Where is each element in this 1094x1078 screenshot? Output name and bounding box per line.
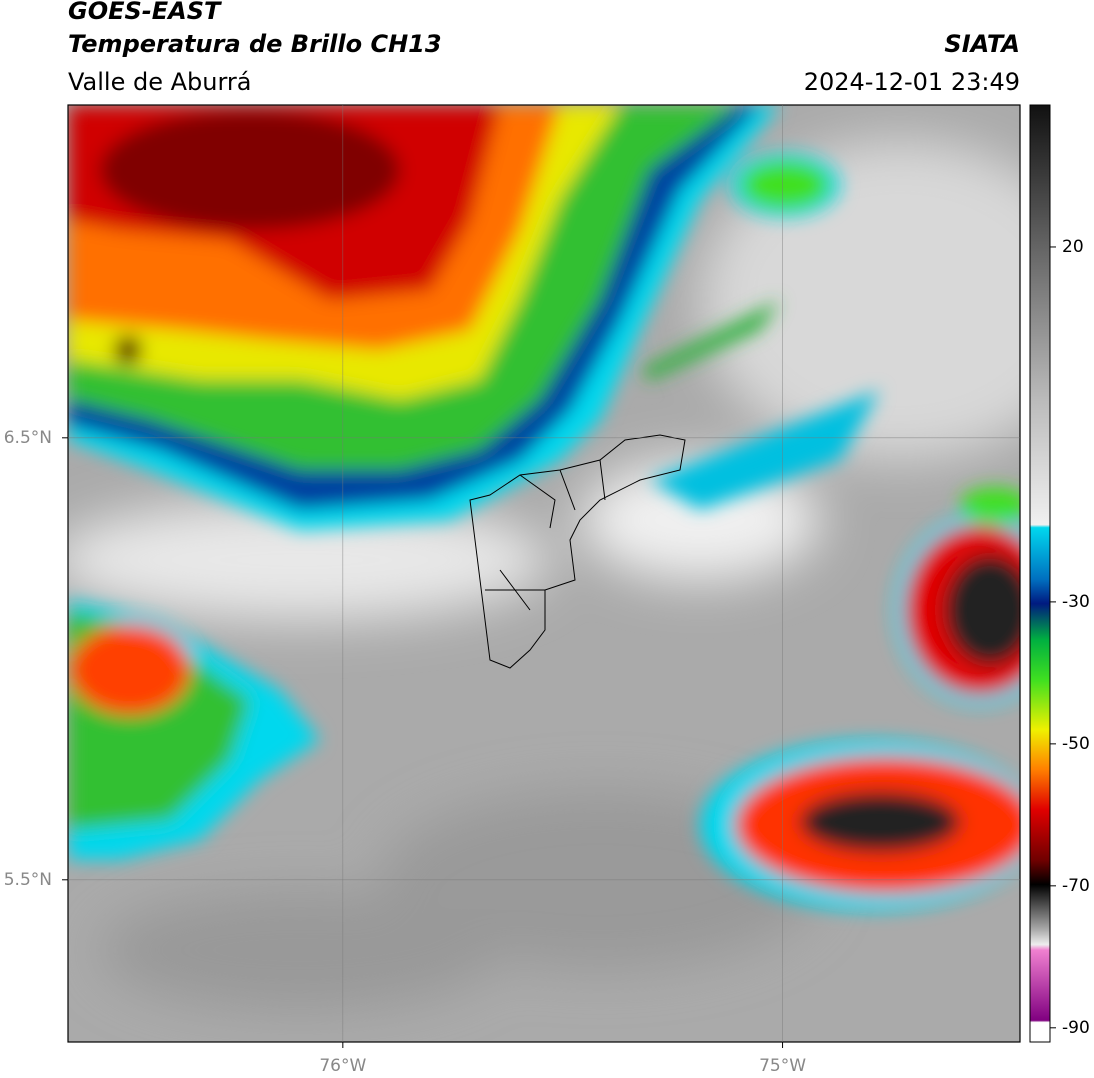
colorbar-tick-label: -50 <box>1062 734 1090 754</box>
timestamp: 2024-12-01 23:49 <box>804 68 1020 96</box>
colorbar-tick-label: -90 <box>1062 1018 1090 1038</box>
colorbar-tick-label: -30 <box>1062 592 1090 612</box>
region: Valle de Aburrá <box>68 68 252 96</box>
source: SIATA <box>944 30 1020 58</box>
x-tick-label: 75°W <box>759 1056 806 1076</box>
colorbar-tick-label: 20 <box>1062 237 1084 257</box>
y-tick-label: 6.5°N <box>4 428 52 448</box>
satellite-image <box>68 105 1020 1042</box>
y-tick-label: 5.5°N <box>4 870 52 890</box>
colorbar <box>1029 104 1051 1043</box>
map-frame <box>67 104 1021 1043</box>
title: GOES-EAST <box>68 0 222 25</box>
subtitle: Temperatura de Brillo CH13 <box>68 30 442 58</box>
colorbar-tick-label: -70 <box>1062 876 1090 896</box>
x-tick-label: 76°W <box>319 1056 366 1076</box>
